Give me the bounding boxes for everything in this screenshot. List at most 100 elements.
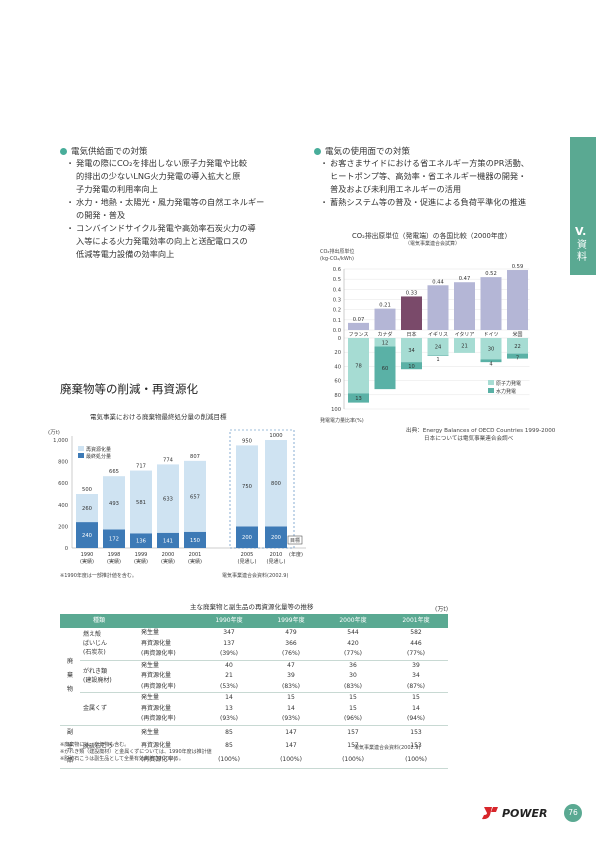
table-value-cell: 14 (287, 704, 295, 712)
x-tick-year: 1998 (108, 552, 121, 558)
final-bar (236, 526, 258, 548)
co2-bar (348, 322, 369, 330)
co2-bar-label: 0.47 (459, 276, 471, 282)
table-value-cell: 157 (347, 742, 359, 750)
y-tick-label: 0 (65, 546, 68, 552)
demand-list-item-line: 蓄熱システム等の普及・促進による負荷平準化の推進 (330, 197, 527, 207)
y-tick-label: 20 (334, 350, 341, 356)
table-value-cell: (87%) (406, 682, 426, 690)
table-value-cell: 34 (412, 672, 420, 680)
supply-list-item-line: コンバインドサイクル発電や高効率石炭火力の導 (76, 223, 256, 233)
table-value-cell: 85 (225, 742, 233, 750)
legend-hydro: 水力発電 (496, 388, 516, 395)
table-item-line: 金属くず (83, 705, 108, 713)
co2-bar-label: 0.52 (485, 271, 497, 277)
table-value-cell: 47 (287, 661, 295, 669)
hydro-bar-label: 10 (408, 364, 415, 370)
recycle-bar-label: 493 (109, 501, 119, 507)
country-label: ドイツ (483, 332, 498, 338)
legend-swatch-final (78, 453, 84, 458)
table-item-line: 脱硫石こう (83, 743, 114, 750)
country-label: 日本 (406, 331, 416, 338)
demand-list-item-line: ヒートポンプ等、高効率・省エネルギー機器の開発・ (330, 171, 527, 181)
table-value-cell: (100%) (280, 756, 302, 764)
supply-list-item-line: 入等による火力発電効率の向上と送配電ロスの (76, 236, 248, 246)
legend-nuclear: 原子力発電 (496, 380, 521, 387)
co2-bar (480, 277, 502, 330)
table-row: 廃棄物燃え殻 ばいじん (石炭灰) 発生量 347 479 544 582 (60, 628, 448, 726)
side-tab: V. 資料 (570, 137, 596, 275)
hydro-bar-label: 60 (382, 366, 389, 372)
demand-list-item: 蓄熱システム等の普及・促進による負荷平準化の推進 (320, 196, 570, 209)
recycle-bar (184, 460, 206, 532)
table-value-cell: 153 (410, 742, 422, 750)
supply-list-item-line: 水力・地熱・太陽光・風力発電等の自然エネルギー (76, 197, 265, 207)
y-tick-label: 200 (58, 524, 68, 530)
table-row: 再資源化量 21 39 30 34 (60, 671, 448, 682)
table-value-cell: 36 (349, 661, 357, 669)
total-label: 1000 (269, 433, 282, 439)
x-tick-note: (実績) (134, 558, 148, 565)
supply-list: 発電の際にCO₂を排出しない原子力発電や比較的排出の少ないLNG火力発電の導入拡… (66, 157, 311, 261)
table-value-cell: 153 (410, 728, 422, 736)
recycle-bar (76, 494, 98, 523)
table-value-cell: (100%) (218, 756, 240, 764)
recycle-bar-label: 581 (136, 500, 146, 506)
table-value-cell: 15 (349, 694, 357, 702)
demand-heading-text: 電気の使用面での対策 (325, 147, 411, 157)
table-note: ※廃棄物には、有価物も含む。 (60, 742, 130, 748)
table-row: がれき類 (建設廃材) 発生量 40 47 36 39 (60, 660, 448, 693)
table-metric-cell: 再資源化量 (141, 639, 172, 647)
total-label: 774 (163, 457, 174, 463)
target-label: 目標 (290, 537, 300, 544)
recycle-bar-label: 657 (190, 494, 200, 500)
page-number-badge: 76 (564, 804, 582, 822)
table-note: ※脱硫石こうは副生品として全量有効利用されている。 (60, 756, 184, 762)
table-value-cell: 40 (225, 661, 233, 669)
table-value-cell: 420 (347, 639, 359, 647)
table-value-cell: 39 (287, 672, 295, 680)
x-tick-year: 2005 (241, 552, 254, 558)
table-value-cell: (83%) (343, 682, 363, 690)
table-value-cell: 14 (225, 694, 233, 702)
nuclear-bar (374, 338, 396, 347)
table-header-cell (138, 614, 198, 628)
table-header-cell: 1999年度 (260, 614, 322, 628)
waste-chart-title: 電気事業における廃棄物最終処分量の削減目標 (90, 413, 227, 421)
nuclear-bar-label: 12 (382, 340, 389, 346)
final-bar (103, 529, 125, 548)
table-item-line: ばいじん (83, 640, 108, 648)
nuclear-bar (507, 338, 528, 354)
table-value-cell: (53%) (219, 682, 239, 690)
nuclear-bar-label: 78 (355, 364, 362, 370)
table-row: (再資源化率) (100%) (100%) (100%) (100%) (60, 753, 448, 768)
total-label: 500 (82, 487, 92, 493)
year-label: (年度) (289, 551, 303, 558)
final-bar-label: 136 (136, 539, 146, 545)
table-value-cell: 582 (410, 629, 422, 637)
country-label: フランス (349, 332, 369, 338)
nuclear-bar-label: 22 (514, 344, 521, 350)
table-source: 電気事業連合会資料(2002.9) (354, 745, 421, 751)
table-value-cell: (93%) (219, 715, 239, 723)
supply-list-item: 発電の際にCO₂を排出しない原子力発電や比較的排出の少ないLNG火力発電の導入拡… (66, 157, 311, 196)
y-tick-label: 40 (334, 364, 341, 370)
co2-chart: 0.6 0.5 0.4 0.3 0.2 0.1 0.0 0 20 40 60 80 100 0.07 フラン… (331, 264, 530, 413)
y-tick-label: 0.3 (333, 298, 341, 304)
waste-footnote: ※1990年度は一部推計値を含む。 (60, 573, 137, 579)
table-category-cell: 副生品 (60, 725, 80, 769)
table-value-cell: 446 (410, 639, 422, 647)
demand-list-item-line: 普及および未利用エネルギーの活用 (330, 184, 462, 194)
co2-ylabel-2: (kg-CO₂/kWh) (320, 256, 354, 262)
nuclear-bar-label: 34 (408, 348, 415, 354)
co2-bar-label: 0.07 (353, 317, 365, 323)
table-value-cell: 13 (225, 704, 233, 712)
nuclear-bar (427, 338, 449, 356)
supply-heading: 電気供給面での対策 (60, 145, 148, 157)
nuclear-bar (348, 338, 369, 394)
table-metric-cell: 再資源化量 (141, 672, 172, 680)
co2-bar-label: 0.59 (512, 264, 524, 270)
supply-heading-text: 電気供給面での対策 (71, 147, 148, 157)
table-metric-cell: 発生量 (141, 694, 160, 702)
nuclear-bar-label: 21 (461, 343, 468, 349)
